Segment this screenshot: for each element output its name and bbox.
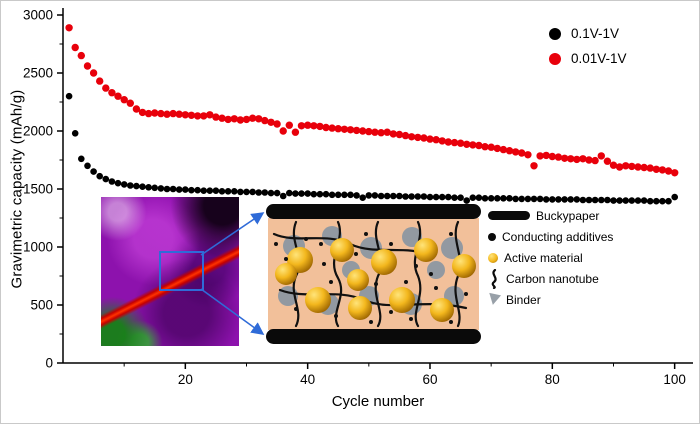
black-series-marker-icon <box>549 27 561 40</box>
svg-text:60: 60 <box>422 372 437 387</box>
red-series-marker-icon <box>549 52 561 65</box>
legend-label-red: 0.01V-1V <box>571 51 627 66</box>
svg-text:80: 80 <box>545 372 560 387</box>
legend-label-carbon-nanotube: Carbon nanotube <box>506 271 599 286</box>
series-0.1V-1V <box>65 92 678 205</box>
plot-legend: 0.1V-1V 0.01V-1V <box>549 21 627 71</box>
svg-text:3000: 3000 <box>23 8 53 23</box>
legend-row-binder: Binder <box>486 289 613 310</box>
svg-text:1500: 1500 <box>23 182 53 197</box>
microscopy-inset-image <box>101 197 239 346</box>
svg-text:500: 500 <box>30 298 53 313</box>
active-material-spheres <box>275 238 476 322</box>
svg-text:20: 20 <box>178 372 193 387</box>
series-0.01V-1V <box>65 24 679 177</box>
active-material-icon <box>488 252 498 263</box>
svg-text:0: 0 <box>45 356 53 371</box>
selection-rectangle <box>158 250 205 291</box>
binder-icon <box>486 292 502 307</box>
legend-row-conducting-additives: Conducting additives <box>488 226 613 247</box>
electrode-schematic <box>266 204 481 344</box>
legend-label-binder: Binder <box>506 292 541 307</box>
legend-row-buckypaper: Buckypaper <box>488 205 613 226</box>
buckypaper-bottom-bar <box>266 329 481 344</box>
buckypaper-top-bar <box>266 204 481 219</box>
x-axis-label: Cycle number <box>331 393 425 410</box>
svg-text:1000: 1000 <box>23 240 53 255</box>
legend-entry-red: 0.01V-1V <box>549 46 627 71</box>
legend-label-conducting-additives: Conducting additives <box>502 229 614 244</box>
legend-row-carbon-nanotube: Carbon nanotube <box>488 268 613 289</box>
conducting-additive-dots <box>274 232 468 324</box>
schematic-legend: Buckypaper Conducting additives Active m… <box>486 205 613 310</box>
svg-text:100: 100 <box>663 372 686 387</box>
carbon-nanotube-icon <box>491 268 497 289</box>
svg-text:40: 40 <box>300 372 315 387</box>
conducting-additives-icon <box>488 232 496 241</box>
electrode-schematic-drawing <box>266 204 481 344</box>
legend-label-black: 0.1V-1V <box>571 26 620 41</box>
svg-text:2500: 2500 <box>23 66 53 81</box>
axes: 0 500 1000 1500 2000 2500 3000 20 40 60 80 100 <box>23 8 693 387</box>
legend-label-active-material: Active material <box>504 250 583 265</box>
legend-entry-black: 0.1V-1V <box>549 21 627 46</box>
buckypaper-icon <box>488 211 530 220</box>
legend-row-active-material: Active material <box>488 247 613 268</box>
legend-label-buckypaper: Buckypaper <box>536 208 600 223</box>
svg-text:2000: 2000 <box>23 124 53 139</box>
